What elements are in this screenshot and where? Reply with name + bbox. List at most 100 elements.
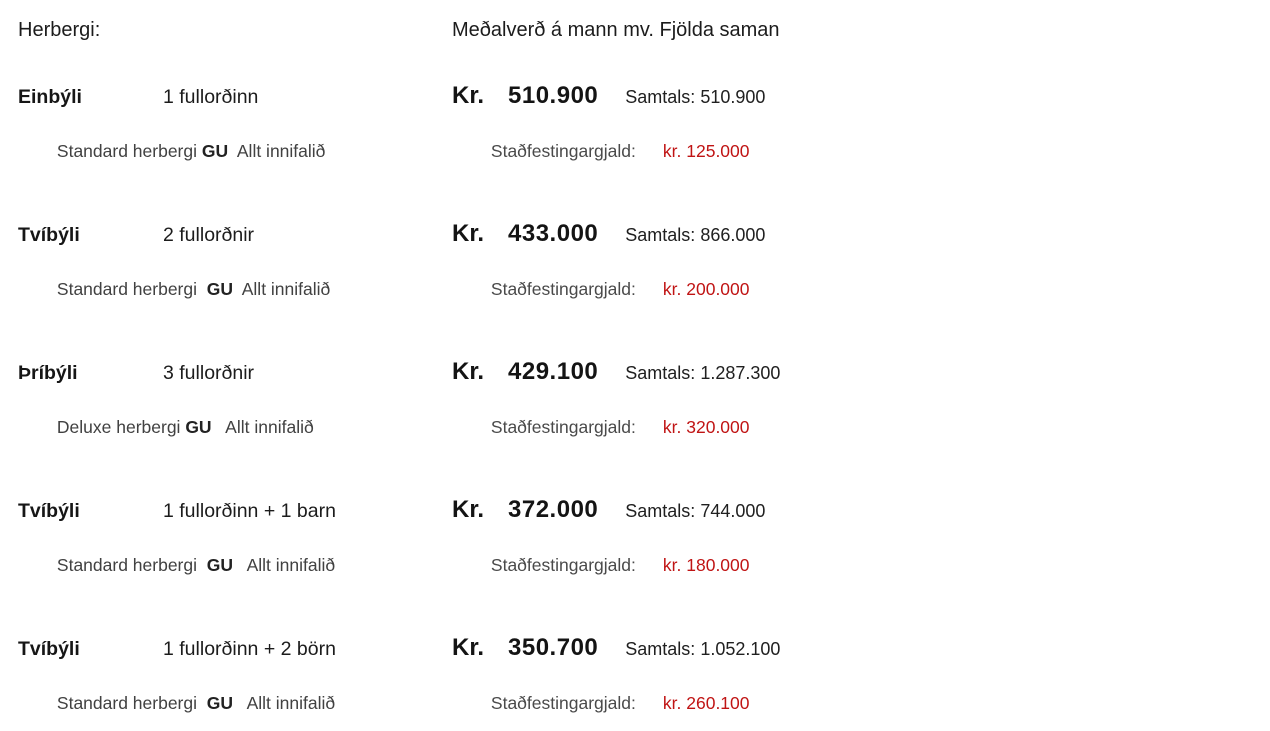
deposit-label: Staðfestingargjald: — [490, 417, 636, 437]
room-title-line: Tvíbýli 1 fullorðinn + 2 börn — [18, 636, 452, 663]
price-line: Kr. 429.100 Samtals: 1.287.300 — [452, 358, 1270, 387]
total-amount: 744.000 — [700, 501, 766, 521]
room-category-label: Standard herbergi — [56, 141, 202, 161]
all-inclusive-label: Allt innifalið — [228, 141, 326, 161]
price-row: Tvíbýli 2 fullorðnir Standard herbergi G… — [18, 220, 1270, 330]
price-per-person-amount: 510.900 — [508, 82, 599, 109]
deposit-line: Staðfestingargjald: kr. 320.000 — [452, 387, 1270, 468]
room-title-line: Tvíbýli 2 fullorðnir — [18, 222, 452, 249]
price-per-person-amount: 372.000 — [508, 496, 599, 523]
currency-label: Kr. — [452, 358, 485, 385]
deposit-label: Staðfestingargjald: — [490, 141, 636, 161]
room-info: Þríbýli 3 fullorðnir Deluxe herbergi GU … — [18, 360, 452, 468]
room-category-label: Standard herbergi — [56, 693, 207, 713]
room-code-label: GU — [201, 141, 229, 161]
occupancy-label: 2 fullorðnir — [163, 224, 255, 246]
deposit-amount: kr. 320.000 — [662, 417, 750, 437]
all-inclusive-label: Allt innifalið — [232, 555, 336, 575]
deposit-line: Staðfestingargjald: kr. 200.000 — [452, 249, 1270, 330]
room-title-line: Tvíbýli 1 fullorðinn + 1 barn — [18, 498, 452, 525]
price-info: Kr. 350.700 Samtals: 1.052.100 Staðfestin… — [452, 634, 1270, 731]
all-inclusive-label: Allt innifalið — [232, 279, 331, 299]
occupancy-label: 3 fullorðnir — [163, 362, 255, 384]
room-title-line: Þríbýli 3 fullorðnir — [18, 360, 452, 387]
deposit-amount: kr. 125.000 — [662, 141, 750, 161]
price-info: Kr. 510.900 Samtals: 510.900 Staðfestinga… — [452, 82, 1270, 192]
price-per-person-amount: 429.100 — [508, 358, 599, 385]
total-price: Samtals: 744.000 — [625, 498, 765, 525]
room-code-label: GU — [206, 555, 233, 575]
total-price: Samtals: 1.287.300 — [625, 360, 780, 387]
total-amount: 510.900 — [700, 87, 766, 107]
deposit-amount: kr. 200.000 — [662, 279, 750, 299]
room-category-label: Standard herbergi — [56, 279, 207, 299]
currency-label: Kr. — [452, 496, 485, 523]
price-line: Kr. 510.900 Samtals: 510.900 — [452, 82, 1270, 111]
price-line: Kr. 433.000 Samtals: 866.000 — [452, 220, 1270, 249]
currency-label: Kr. — [452, 220, 485, 247]
total-label: Samtals: — [625, 501, 696, 521]
room-type-label: Tvíbýli — [18, 224, 80, 246]
price-rows: Einbýli 1 fullorðinn Standard herbergi G… — [18, 82, 1270, 731]
price-line: Kr. 350.700 Samtals: 1.052.100 — [452, 634, 1270, 663]
deposit-label: Staðfestingargjald: — [490, 555, 636, 575]
total-price: Samtals: 510.900 — [625, 84, 765, 111]
room-description-line: Standard herbergi GU Allt innifalið — [18, 249, 452, 330]
price-per-person-amount: 350.700 — [508, 634, 599, 661]
room-category-label: Deluxe herbergi — [56, 417, 186, 437]
price-row: Þríbýli 3 fullorðnir Deluxe herbergi GU … — [18, 358, 1270, 468]
currency-label: Kr. — [452, 634, 485, 661]
room-description-line: Deluxe herbergi GU Allt innifalið — [18, 387, 452, 468]
currency-label: Kr. — [452, 82, 485, 109]
price-row: Einbýli 1 fullorðinn Standard herbergi G… — [18, 82, 1270, 192]
total-label: Samtals: — [625, 87, 696, 107]
total-amount: 1.287.300 — [700, 363, 781, 383]
price-info: Kr. 372.000 Samtals: 744.000 Staðfestinga… — [452, 496, 1270, 606]
occupancy-label: 1 fullorðinn + 1 barn — [163, 500, 336, 522]
price-row: Tvíbýli 1 fullorðinn + 1 barn Standard h… — [18, 496, 1270, 606]
price-line: Kr. 372.000 Samtals: 744.000 — [452, 496, 1270, 525]
column-header-rooms: Herbergi: — [18, 19, 101, 41]
room-info: Einbýli 1 fullorðinn Standard herbergi G… — [18, 84, 452, 192]
room-type-label: Þríbýli — [18, 362, 78, 384]
room-code-label: GU — [185, 417, 212, 437]
deposit-amount: kr. 260.100 — [662, 693, 750, 713]
price-row: Tvíbýli 1 fullorðinn + 2 börn Standard h… — [18, 634, 1270, 731]
column-header-prices: Meðalverð á mann mv. Fjölda saman — [452, 19, 780, 41]
price-info: Kr. 429.100 Samtals: 1.287.300 Staðfestin… — [452, 358, 1270, 468]
room-category-label: Standard herbergi — [56, 555, 207, 575]
column-headers: Herbergi: Meðalverð á mann mv. Fjölda sa… — [18, 17, 1270, 44]
occupancy-label: 1 fullorðinn + 2 börn — [163, 638, 336, 660]
room-description-line: Standard herbergi GU Allt innifalið — [18, 525, 452, 606]
room-code-label: GU — [206, 279, 233, 299]
deposit-label: Staðfestingargjald: — [490, 693, 636, 713]
room-title-line: Einbýli 1 fullorðinn — [18, 84, 452, 111]
all-inclusive-label: Allt innifalið — [232, 693, 336, 713]
room-type-label: Einbýli — [18, 86, 82, 108]
room-description-line: Standard herbergi GU Allt innifalið — [18, 111, 452, 192]
room-info: Tvíbýli 2 fullorðnir Standard herbergi G… — [18, 222, 452, 330]
total-label: Samtals: — [625, 639, 696, 659]
price-info: Kr. 433.000 Samtals: 866.000 Staðfestinga… — [452, 220, 1270, 330]
price-per-person-amount: 433.000 — [508, 220, 599, 247]
room-code-label: GU — [206, 693, 233, 713]
deposit-line: Staðfestingargjald: kr. 260.100 — [452, 663, 1270, 731]
room-info: Tvíbýli 1 fullorðinn + 2 börn Standard h… — [18, 636, 452, 731]
room-type-label: Tvíbýli — [18, 638, 80, 660]
room-type-label: Tvíbýli — [18, 500, 80, 522]
all-inclusive-label: Allt innifalið — [211, 417, 314, 437]
total-price: Samtals: 1.052.100 — [625, 636, 780, 663]
total-label: Samtals: — [625, 363, 696, 383]
total-amount: 1.052.100 — [700, 639, 781, 659]
deposit-label: Staðfestingargjald: — [490, 279, 636, 299]
occupancy-label: 1 fullorðinn — [163, 86, 259, 108]
deposit-line: Staðfestingargjald: kr. 180.000 — [452, 525, 1270, 606]
total-label: Samtals: — [625, 225, 696, 245]
room-info: Tvíbýli 1 fullorðinn + 1 barn Standard h… — [18, 498, 452, 606]
deposit-amount: kr. 180.000 — [662, 555, 750, 575]
total-price: Samtals: 866.000 — [625, 222, 765, 249]
total-amount: 866.000 — [700, 225, 766, 245]
deposit-line: Staðfestingargjald: kr. 125.000 — [452, 111, 1270, 192]
room-description-line: Standard herbergi GU Allt innifalið — [18, 663, 452, 731]
